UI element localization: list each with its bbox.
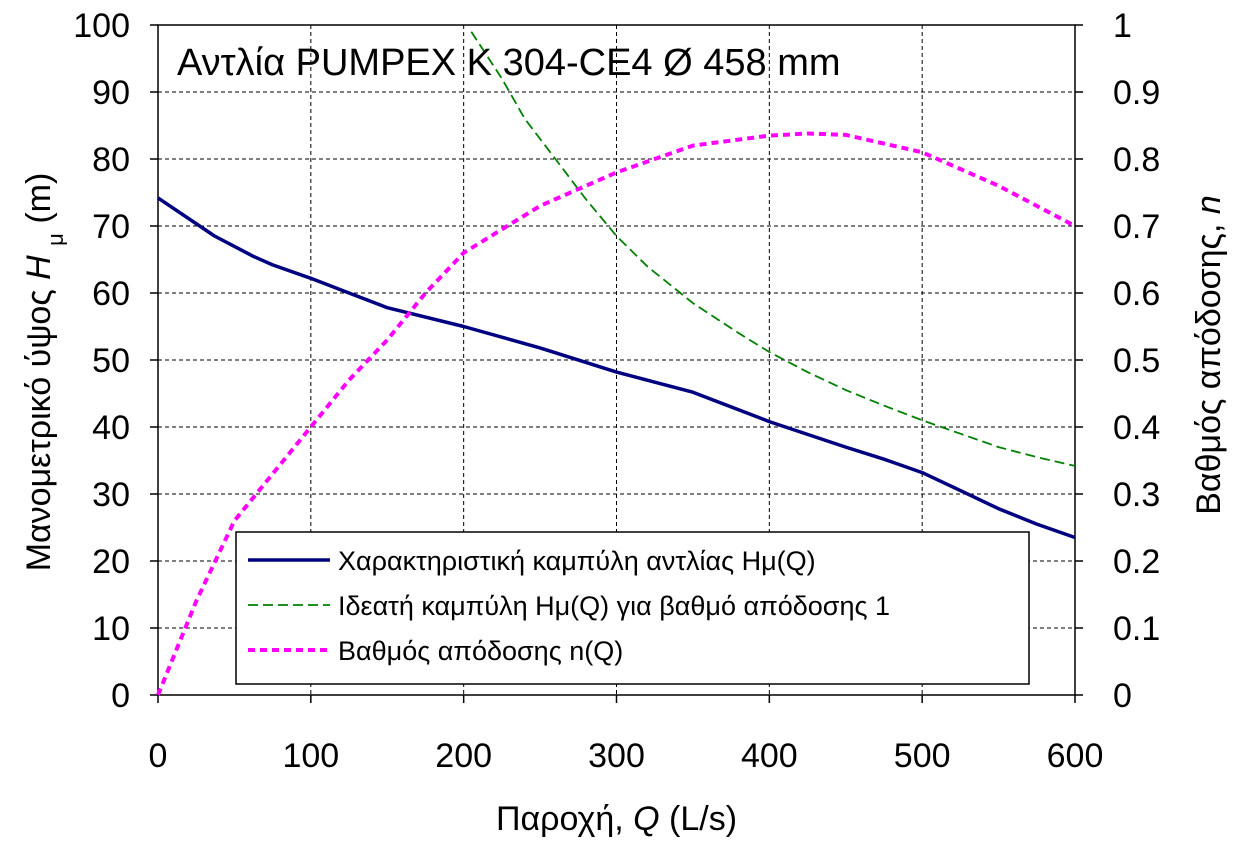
y-left-tick-label: 50 bbox=[92, 342, 130, 380]
y-left-tick-label: 40 bbox=[92, 409, 130, 447]
x-tick-label: 0 bbox=[149, 737, 168, 775]
y-left-tick-label: 70 bbox=[92, 208, 130, 246]
x-tick-label: 200 bbox=[435, 737, 492, 775]
y-right-tick-label: 0.4 bbox=[1113, 409, 1160, 447]
y-right-tick-label: 0 bbox=[1113, 677, 1132, 715]
y-left-tick-label: 0 bbox=[111, 677, 130, 715]
y-right-tick-label: 0.5 bbox=[1113, 342, 1160, 380]
series-line-1 bbox=[157, 196, 1076, 540]
x-tick-label: 400 bbox=[741, 737, 798, 775]
legend-label-2: Ιδεατή καμπύλη Hμ(Q) για βαθμό απόδοσης … bbox=[338, 591, 890, 621]
y-right-tick-label: 0.9 bbox=[1113, 74, 1160, 112]
y-axis-label-right: Βαθμός απόδοσης, n bbox=[1190, 195, 1228, 515]
y-right-tick-label: 1 bbox=[1113, 7, 1132, 45]
y-left-tick-label: 20 bbox=[92, 543, 130, 581]
x-tick-label: 500 bbox=[894, 737, 951, 775]
y-left-tick-label: 100 bbox=[73, 7, 130, 45]
series-group bbox=[156, 31, 1076, 696]
legend-label-1: Χαρακτηριστική καμπύλη αντλίας Hμ(Q) bbox=[338, 546, 816, 576]
x-tick-label: 300 bbox=[588, 737, 645, 775]
series-line-2 bbox=[470, 31, 1076, 467]
y-right-tick-label: 0.2 bbox=[1113, 543, 1160, 581]
y-right-tick-label: 0.6 bbox=[1113, 275, 1160, 313]
tick-marks bbox=[150, 24, 1083, 703]
y-right-tick-label: 0.3 bbox=[1113, 476, 1160, 514]
x-tick-label: 600 bbox=[1047, 737, 1104, 775]
y-axis-label-left: Μανομετρικό ύψος H μ (m) bbox=[20, 173, 68, 572]
y-right-tick-label: 0.8 bbox=[1113, 141, 1160, 179]
x-tick-label: 100 bbox=[282, 737, 339, 775]
y-left-tick-label: 90 bbox=[92, 74, 130, 112]
y-left-tick-label: 30 bbox=[92, 476, 130, 514]
x-axis-label: Παροχή, Q (L/s) bbox=[496, 800, 737, 838]
y-left-tick-label: 80 bbox=[92, 141, 130, 179]
y-right-tick-label: 0.7 bbox=[1113, 208, 1160, 246]
series-line-3 bbox=[156, 131, 1076, 696]
tick-labels: 0 100 200 300 400 500 600010203040506070809010… bbox=[73, 7, 1160, 775]
y-right-tick-label: 0.1 bbox=[1113, 610, 1160, 648]
y-left-tick-label: 60 bbox=[92, 275, 130, 313]
chart-title: Αντλία PUMPEX K 304-CE4 Ø 458 mm bbox=[177, 42, 841, 84]
legend: Χαρακτηριστική καμπύλη αντλίας Hμ(Q) Ιδεα… bbox=[235, 531, 1030, 685]
y-left-tick-label: 10 bbox=[92, 610, 130, 648]
legend-label-3: Βαθμός απόδοσης n(Q) bbox=[338, 636, 623, 666]
legend-box bbox=[235, 531, 1030, 685]
